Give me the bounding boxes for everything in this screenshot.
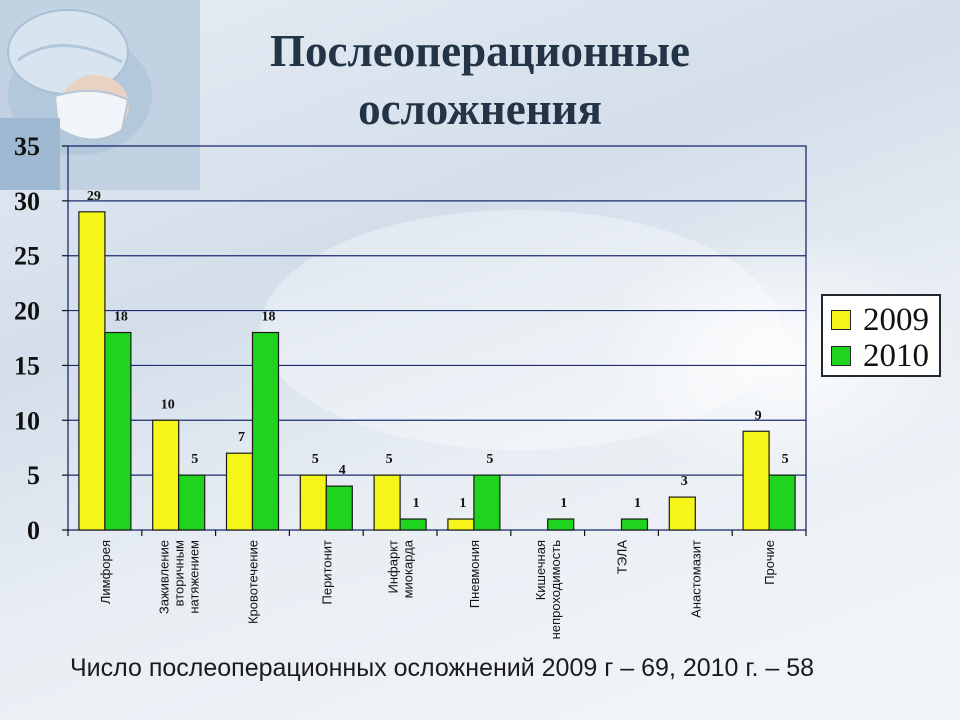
legend-swatch-2009 xyxy=(831,310,851,330)
data-label-2010-3: 4 xyxy=(339,463,346,478)
category-label-3: Перитонит xyxy=(319,540,334,605)
legend-swatch-2010 xyxy=(831,346,851,366)
category-label-line-0-0: Лимфорея xyxy=(98,540,113,604)
y-tick-label-0: 0 xyxy=(27,516,40,545)
category-label-line-4-1: миокарда xyxy=(401,539,416,598)
bar-2010-6 xyxy=(547,518,575,531)
y-tick-label-15: 15 xyxy=(14,351,40,380)
data-label-2010-2: 18 xyxy=(262,310,276,325)
data-label-2009-3: 5 xyxy=(312,452,319,467)
category-label-line-6-0: Кишечная xyxy=(533,540,548,600)
category-label-5: Пневмония xyxy=(467,540,482,608)
data-label-2010-1: 5 xyxy=(191,452,198,467)
bar-2009-0 xyxy=(78,211,106,531)
bar-2010-0 xyxy=(104,331,132,531)
data-label-2009-0: 29 xyxy=(87,189,101,204)
category-label-line-5-0: Пневмония xyxy=(467,540,482,608)
bar-2010-4 xyxy=(399,518,427,531)
legend-label-2010: 2010 xyxy=(863,337,929,374)
category-label-line-2-0: Кровотечение xyxy=(246,540,261,624)
category-label-line-9-0: Прочие xyxy=(762,540,777,585)
data-label-2009-9: 9 xyxy=(755,408,762,423)
legend-item-2009: 2009 xyxy=(831,302,929,338)
bar-2010-3 xyxy=(325,485,353,531)
footer-summary: Число послеоперационных осложнений 2009 … xyxy=(70,654,815,682)
category-label-line-1-2: натяжением xyxy=(187,540,202,614)
surgeon-mask xyxy=(53,89,130,141)
data-label-2010-9: 5 xyxy=(782,452,789,467)
bar-2009-1 xyxy=(152,419,180,531)
bar-2009-4 xyxy=(373,474,401,531)
category-label-6: Кишечная непроходимость xyxy=(533,540,563,640)
category-label-line-6-1: непроходимость xyxy=(548,540,563,640)
y-tick-label-20: 20 xyxy=(14,297,40,326)
y-tick-label-30: 30 xyxy=(14,187,40,216)
bar-2010-2 xyxy=(251,331,280,531)
title-line-2: осложнения xyxy=(358,84,602,134)
bar-2009-2 xyxy=(225,452,254,531)
category-label-1: Заживление вторичным натяжением xyxy=(157,540,202,614)
bar-2009-3 xyxy=(299,474,327,531)
category-label-8: Анастомазит xyxy=(688,540,703,618)
legend-item-2010: 2010 xyxy=(831,338,929,374)
title-line-1: Послеоперационные xyxy=(270,26,690,76)
y-tick-label-25: 25 xyxy=(14,242,40,271)
bar-2010-5 xyxy=(473,474,501,531)
data-label-2010-4: 1 xyxy=(413,496,420,511)
y-tick-label-35: 35 xyxy=(14,132,40,161)
data-label-2010-7: 1 xyxy=(634,496,641,511)
category-label-0: Лимфорея xyxy=(98,540,113,604)
data-label-2010-5: 5 xyxy=(486,452,493,467)
data-label-2009-8: 3 xyxy=(681,474,688,489)
category-label-line-3-0: Перитонит xyxy=(319,540,334,605)
legend-label-2009: 2009 xyxy=(863,301,929,338)
bar-2009-8 xyxy=(668,496,696,531)
data-label-2010-0: 18 xyxy=(114,310,128,325)
category-label-4: Инфаркт миокарда xyxy=(386,539,416,598)
category-label-2: Кровотечение xyxy=(246,540,261,624)
bar-2010-7 xyxy=(620,518,649,531)
category-label-line-4-0: Инфаркт xyxy=(386,540,401,594)
data-label-2009-5: 1 xyxy=(459,496,466,511)
category-label-line-8-0: Анастомазит xyxy=(688,540,703,618)
y-tick-label-10: 10 xyxy=(14,406,40,435)
page-title: Послеоперационные осложнения xyxy=(190,22,770,138)
bar-2009-9 xyxy=(742,430,770,531)
category-label-line-1-1: вторичным xyxy=(172,540,187,606)
legend: 2009 2010 xyxy=(821,294,941,377)
data-label-2010-6: 1 xyxy=(560,496,567,511)
category-label-line-1-0: Заживление xyxy=(157,540,172,614)
bar-2010-1 xyxy=(178,474,206,531)
bar-2010-9 xyxy=(768,474,796,531)
category-label-9: Прочие xyxy=(762,540,777,585)
data-label-2009-4: 5 xyxy=(386,452,393,467)
category-label-line-7-0: ТЭЛА xyxy=(615,540,630,574)
data-label-2009-1: 10 xyxy=(161,397,175,412)
category-label-7: ТЭЛА xyxy=(615,540,630,574)
data-label-2009-2: 7 xyxy=(238,430,245,445)
bar-2009-5 xyxy=(447,518,475,531)
y-tick-label-5: 5 xyxy=(27,461,40,490)
